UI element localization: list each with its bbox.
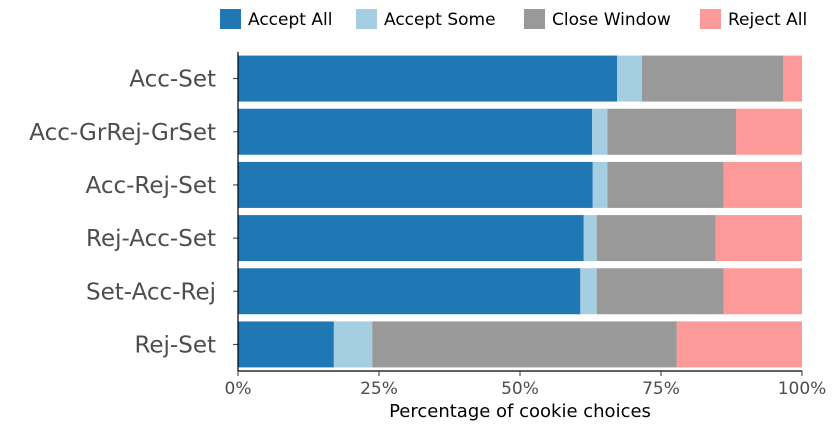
category-label-acc-grrej-grset: Acc-GrRej-GrSet xyxy=(29,120,216,146)
bar-rej-acc-set-close-window xyxy=(596,215,716,262)
bar-rej-set-close-window xyxy=(372,321,677,368)
bar-acc-grrej-grset-accept-all xyxy=(238,108,593,155)
legend-swatch-accept-some xyxy=(356,9,377,29)
bar-acc-grrej-grset-accept-some xyxy=(592,108,608,155)
category-label-rej-set: Rej-Set xyxy=(134,332,216,358)
x-tick-label-0: 0% xyxy=(225,379,252,399)
bar-set-acc-rej-reject-all xyxy=(723,268,802,315)
bar-acc-rej-set-close-window xyxy=(607,161,724,208)
category-label-set-acc-rej: Set-Acc-Rej xyxy=(86,279,216,305)
x-tick-label-100: 100% xyxy=(778,379,827,399)
legend-label-accept-all: Accept All xyxy=(248,10,332,30)
legend-label-reject-all: Reject All xyxy=(728,10,807,30)
x-axis-title: Percentage of cookie choices xyxy=(389,401,651,422)
bar-acc-set-accept-some xyxy=(617,55,642,102)
category-label-rej-acc-set: Rej-Acc-Set xyxy=(86,226,216,252)
bar-acc-set-accept-all xyxy=(238,55,618,102)
x-tick-label-25: 25% xyxy=(360,379,398,399)
legend-swatch-close-window xyxy=(524,9,545,29)
bar-acc-rej-set-accept-some xyxy=(592,161,608,208)
bar-acc-rej-set-reject-all xyxy=(723,161,802,208)
bar-set-acc-rej-close-window xyxy=(596,268,724,315)
x-tick-label-50: 50% xyxy=(501,379,539,399)
legend-swatch-accept-all xyxy=(220,9,241,29)
bar-rej-acc-set-accept-all xyxy=(238,215,584,262)
legend-label-close-window: Close Window xyxy=(552,10,671,30)
bar-acc-grrej-grset-reject-all xyxy=(736,108,802,155)
bar-rej-acc-set-accept-some xyxy=(583,215,597,262)
bar-rej-set-reject-all xyxy=(676,321,802,368)
bar-set-acc-rej-accept-all xyxy=(238,268,581,315)
legend: Accept All Accept Some Close Window Reject … xyxy=(220,9,807,30)
legend-swatch-reject-all xyxy=(700,9,721,29)
bar-rej-set-accept-all xyxy=(238,321,334,368)
bar-acc-set-reject-all xyxy=(783,55,802,102)
x-tick-label-75: 75% xyxy=(642,379,680,399)
bars xyxy=(238,55,802,368)
legend-label-accept-some: Accept Some xyxy=(384,10,496,30)
category-label-acc-set: Acc-Set xyxy=(129,67,216,93)
bar-set-acc-rej-accept-some xyxy=(580,268,597,315)
bar-rej-set-accept-some xyxy=(333,321,373,368)
bar-acc-rej-set-accept-all xyxy=(238,161,593,208)
bar-acc-set-close-window xyxy=(641,55,784,102)
category-label-acc-rej-set: Acc-Rej-Set xyxy=(86,173,216,199)
axes: Acc-Set Acc-GrRej-GrSet Acc-Rej-Set Rej-Acc… xyxy=(29,52,826,422)
bar-rej-acc-set-reject-all xyxy=(715,215,802,262)
bar-acc-grrej-grset-close-window xyxy=(607,108,737,155)
